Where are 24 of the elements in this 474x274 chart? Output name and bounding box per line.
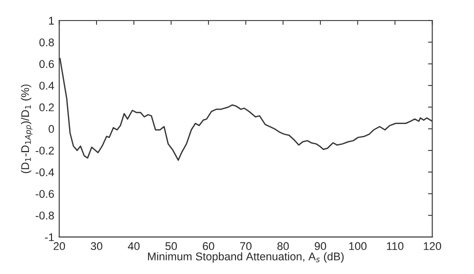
x-tick-label: 50 — [165, 242, 177, 250]
x-tick-label: 70 — [240, 242, 252, 250]
x-tick-label: 30 — [90, 242, 102, 250]
y-tick-label: 1 — [49, 16, 54, 25]
x-tick-label: 40 — [128, 242, 140, 250]
x-tick-label: 120 — [424, 242, 442, 250]
y-tick-label: -0.4 — [36, 168, 54, 176]
x-tick-label: 110 — [386, 242, 404, 250]
y-tick-label: -0.2 — [36, 146, 54, 155]
x-tick-label: 20 — [54, 242, 65, 250]
y-axis-title: (D$_{1}$-D$_{1App}$)/D$_{1}$ (%) — [20, 84, 32, 174]
x-tick-label: 90 — [314, 242, 326, 250]
y-tick-label: 0.6 — [39, 60, 54, 68]
y-tick-label: -0.8 — [36, 212, 54, 220]
y-tick-label: 0.2 — [39, 103, 54, 112]
x-axis-title: Minimum Stopband Attenuation, A$_{s}$ (dB) — [148, 252, 344, 263]
x-tick-label: 80 — [277, 242, 289, 250]
y-tick-label: 0.4 — [39, 82, 54, 90]
y-tick-label: 0 — [48, 125, 54, 133]
y-tick-label: -1 — [45, 233, 54, 242]
x-tick-label: 100 — [349, 242, 367, 250]
y-tick-label: 0.8 — [39, 38, 54, 46]
x-tick-label: 60 — [202, 242, 214, 250]
y-tick-label: -0.6 — [36, 190, 54, 198]
